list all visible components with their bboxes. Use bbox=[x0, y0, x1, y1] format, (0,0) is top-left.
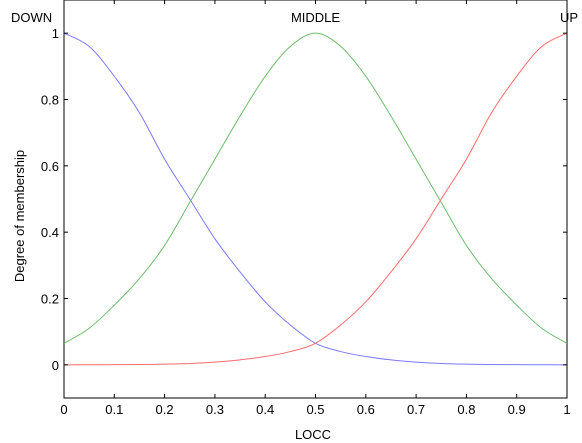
mf-label-middle: MIDDLE bbox=[291, 10, 340, 25]
x-tick-label: 0 bbox=[60, 402, 67, 417]
y-tick-label: 0.6 bbox=[41, 159, 59, 174]
x-tick-label: 0.4 bbox=[256, 402, 274, 417]
series-line-up bbox=[63, 32, 568, 366]
mf-label-up: UP bbox=[560, 10, 578, 25]
x-tick-label: 0.2 bbox=[156, 402, 174, 417]
x-tick-label: 0.5 bbox=[306, 402, 324, 417]
x-tick-label: 0.1 bbox=[105, 402, 123, 417]
x-axis-title: LOCC bbox=[295, 427, 331, 442]
y-tick-label: 1 bbox=[52, 26, 59, 41]
x-tick-label: 0.8 bbox=[457, 402, 475, 417]
x-tick-label: 0.6 bbox=[357, 402, 375, 417]
x-tick-label: 0.9 bbox=[508, 402, 526, 417]
mf-label-down: DOWN bbox=[11, 10, 52, 25]
series-line-middle bbox=[63, 32, 568, 344]
y-tick-label: 0.2 bbox=[41, 292, 59, 307]
x-tick-label: 0.3 bbox=[206, 402, 224, 417]
plot-frame bbox=[63, 0, 568, 399]
x-tick-label: 0.7 bbox=[407, 402, 425, 417]
y-tick-label: 0.8 bbox=[41, 93, 59, 108]
y-tick-label: 0 bbox=[52, 358, 59, 373]
y-tick-label: 0.4 bbox=[41, 225, 59, 240]
y-axis-title: Degree of membership bbox=[12, 150, 27, 282]
x-tick-label: 1 bbox=[563, 402, 570, 417]
